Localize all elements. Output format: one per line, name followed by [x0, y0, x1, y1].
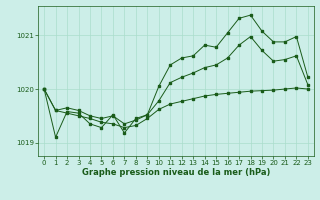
X-axis label: Graphe pression niveau de la mer (hPa): Graphe pression niveau de la mer (hPa) [82, 168, 270, 177]
